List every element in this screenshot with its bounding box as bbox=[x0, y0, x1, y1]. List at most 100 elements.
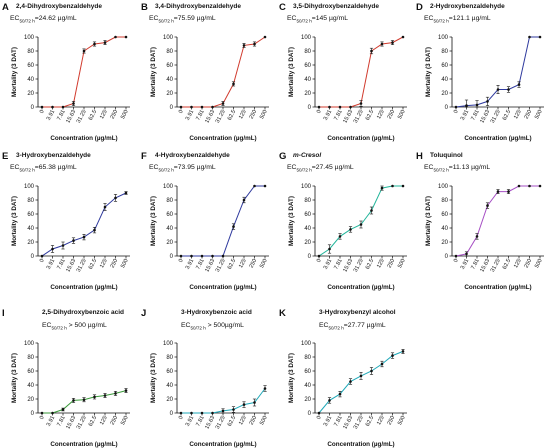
data-point bbox=[517, 83, 521, 86]
y-tick-label: 80 bbox=[27, 355, 34, 361]
x-tick-label: 15.63 bbox=[479, 109, 491, 124]
x-tick-label: 250 bbox=[249, 258, 259, 269]
ec50-value: EC50/72 h=11.13 µg/mL bbox=[424, 164, 490, 172]
ec-prefix: EC bbox=[287, 15, 297, 22]
y-tick-label: 40 bbox=[166, 226, 173, 232]
ec-number: =27.77 µg/mL bbox=[343, 322, 386, 329]
y-tick-label: 60 bbox=[166, 212, 173, 218]
x-tick-label: 500 bbox=[259, 258, 269, 269]
data-point bbox=[82, 49, 86, 53]
x-tick-label: 31.25 bbox=[353, 415, 365, 430]
x-tick-label: 250 bbox=[387, 109, 397, 120]
x-axis-title: Concentration (µg/mL) bbox=[327, 441, 394, 448]
x-axis-title: Concentration (µg/mL) bbox=[50, 135, 117, 142]
y-tick-label: 0 bbox=[31, 254, 35, 260]
data-point bbox=[475, 103, 479, 107]
ec-subscript: 50/72 h bbox=[51, 325, 67, 331]
panel-letter: E bbox=[2, 151, 9, 162]
y-tick-label: 80 bbox=[166, 49, 173, 55]
x-axis-title: Concentration (µg/mL) bbox=[50, 441, 117, 448]
data-point bbox=[380, 42, 384, 46]
data-point bbox=[124, 35, 128, 39]
data-point bbox=[190, 254, 193, 258]
x-tick-label: 3.91 bbox=[460, 258, 470, 270]
y-tick-label: 20 bbox=[27, 397, 34, 403]
ec-prefix: EC bbox=[149, 15, 159, 22]
y-tick-label: 20 bbox=[166, 91, 173, 97]
chart-title: 2,5-Dihydroxybenzoic acid bbox=[42, 309, 124, 316]
ec-subscript: 50/72 h bbox=[158, 18, 174, 24]
ec50-value: EC50/72 h=121.1 µg/mL bbox=[424, 15, 491, 23]
y-tick-label: 100 bbox=[438, 184, 449, 190]
data-point bbox=[328, 247, 331, 251]
panel-letter: F bbox=[141, 151, 147, 162]
y-tick-label: 20 bbox=[304, 397, 311, 403]
ec-subscript: 50/72 h bbox=[158, 167, 174, 173]
x-tick-label: 31.25 bbox=[215, 258, 227, 273]
x-tick-label: 125 bbox=[99, 258, 109, 269]
x-tick-label: 15.63 bbox=[65, 258, 77, 273]
y-axis-title: Mortality (3 DAT) bbox=[425, 47, 432, 97]
y-tick-label: 80 bbox=[166, 355, 173, 361]
x-tick-label: 62.5 bbox=[365, 258, 375, 270]
y-tick-label: 20 bbox=[304, 240, 311, 246]
y-tick-label: 100 bbox=[301, 341, 312, 347]
data-point bbox=[391, 184, 394, 188]
y-tick-label: 60 bbox=[304, 212, 311, 218]
series-line bbox=[42, 36, 126, 108]
x-tick-label: 500 bbox=[397, 258, 407, 269]
y-tick-label: 100 bbox=[438, 35, 449, 41]
x-tick-label: 15.63 bbox=[342, 415, 354, 430]
ec-prefix: EC bbox=[287, 164, 297, 171]
x-tick-label: 500 bbox=[397, 109, 407, 120]
data-point bbox=[114, 392, 117, 395]
data-point bbox=[93, 228, 96, 232]
ec50-value: EC50/72 h=65.38 µg/mL bbox=[10, 164, 77, 172]
y-axis-title: Mortality (3 DAT) bbox=[288, 196, 295, 246]
y-tick-label: 100 bbox=[163, 184, 174, 190]
data-point bbox=[211, 411, 214, 415]
x-tick-label: 250 bbox=[249, 415, 259, 426]
y-tick-label: 60 bbox=[27, 63, 34, 69]
data-point bbox=[538, 35, 542, 39]
x-tick-label: 31.25 bbox=[76, 258, 88, 273]
data-point bbox=[221, 409, 225, 413]
data-point bbox=[51, 247, 54, 251]
data-point bbox=[370, 369, 373, 373]
y-tick-label: 60 bbox=[27, 212, 34, 218]
data-point bbox=[401, 350, 405, 353]
ec-number: =11.13 µg/mL bbox=[448, 164, 491, 171]
x-tick-label: 3.91 bbox=[323, 415, 333, 427]
chart-panel-h: H Toluquinol EC50/72 h=11.13 µg/mL 0 20 40 60 8… bbox=[416, 151, 550, 291]
x-tick-label: 250 bbox=[387, 415, 397, 426]
data-point bbox=[114, 35, 117, 39]
data-point bbox=[317, 254, 321, 258]
data-point bbox=[61, 244, 65, 247]
chart-title: 2-Hydroxybenzaldehyde bbox=[430, 3, 505, 10]
x-tick-label: 3.91 bbox=[185, 109, 195, 121]
data-point bbox=[93, 42, 96, 46]
data-point bbox=[72, 102, 75, 105]
y-tick-label: 20 bbox=[441, 91, 448, 97]
x-axis-title: Concentration (µg/mL) bbox=[327, 284, 394, 291]
data-point bbox=[200, 254, 204, 258]
panel-letter: H bbox=[416, 151, 423, 162]
data-point bbox=[454, 105, 458, 109]
x-tick-label: 31.25 bbox=[490, 109, 502, 124]
data-point bbox=[338, 105, 342, 109]
y-tick-label: 40 bbox=[304, 383, 311, 389]
data-point bbox=[349, 228, 352, 231]
data-point bbox=[359, 223, 363, 226]
x-tick-label: 31.25 bbox=[215, 109, 227, 124]
data-point bbox=[538, 184, 542, 188]
y-tick-label: 100 bbox=[163, 35, 174, 41]
y-tick-label: 40 bbox=[304, 226, 311, 232]
x-tick-label: 7.81 bbox=[333, 415, 343, 427]
ec-number: =145 µg/mL bbox=[311, 15, 349, 22]
data-point bbox=[242, 198, 246, 202]
data-point bbox=[242, 44, 246, 47]
y-tick-label: 0 bbox=[31, 105, 35, 111]
